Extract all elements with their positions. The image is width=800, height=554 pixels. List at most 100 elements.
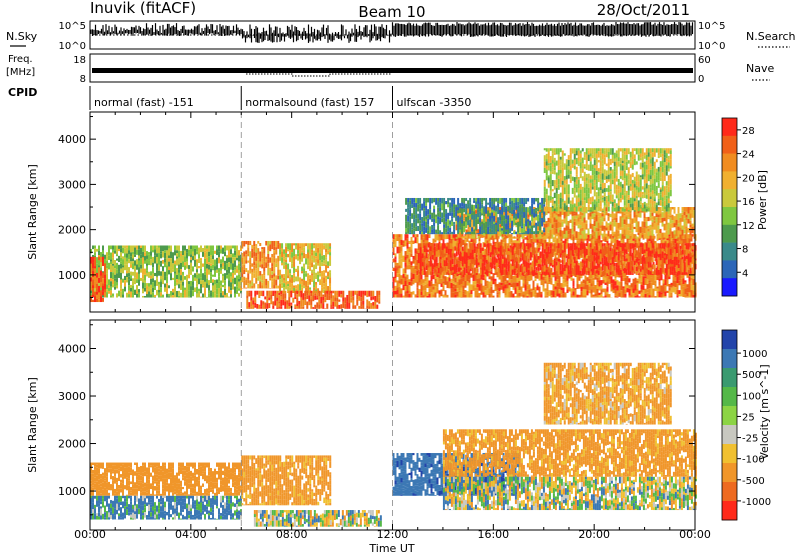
- heatmap-cell: [477, 256, 480, 263]
- heatmap-cell: [234, 245, 236, 251]
- heatmap-cell: [497, 243, 500, 248]
- heatmap-cell: [535, 270, 538, 273]
- heatmap-cell: [96, 294, 98, 299]
- heatmap-cell: [160, 251, 162, 254]
- heatmap-cell: [321, 262, 324, 267]
- heatmap-cell: [661, 258, 664, 263]
- heatmap-cell: [625, 269, 628, 272]
- heatmap-cell: [317, 274, 320, 282]
- heatmap-cell: [573, 243, 576, 248]
- heatmap-cell: [114, 265, 116, 269]
- heatmap-cell: [521, 256, 524, 261]
- heatmap-cell: [605, 253, 608, 258]
- heatmap-cell: [317, 243, 320, 248]
- heatmap-cell: [286, 300, 289, 305]
- heatmap-cell: [542, 239, 545, 246]
- heatmap-cell: [271, 266, 274, 272]
- heatmap-cell: [432, 289, 435, 295]
- heatmap-cell: [511, 250, 514, 256]
- heatmap-cell: [243, 276, 246, 281]
- heatmap-cell: [206, 251, 208, 258]
- heatmap-cell: [632, 248, 635, 254]
- heatmap-cell: [566, 289, 569, 293]
- heatmap-cell: [441, 250, 444, 255]
- heatmap-cell: [674, 277, 677, 281]
- heatmap-cell: [226, 269, 228, 273]
- heatmap-cell: [610, 236, 613, 242]
- heatmap-cell: [241, 266, 244, 274]
- heatmap-cell: [535, 247, 538, 254]
- heatmap-cell: [420, 291, 423, 296]
- heatmap-cell: [602, 238, 605, 242]
- heatmap-cell: [364, 290, 367, 296]
- heatmap-cell: [543, 243, 546, 250]
- heatmap-cell: [581, 243, 584, 249]
- heatmap-cell: [218, 251, 220, 258]
- heatmap-cell: [541, 247, 544, 254]
- heatmap-cell: [499, 249, 502, 256]
- heatmap-cell: [559, 227, 562, 230]
- heatmap-cell: [172, 256, 174, 264]
- heatmap-cell: [450, 278, 453, 283]
- heatmap-cell: [581, 215, 584, 222]
- heatmap-cell: [462, 291, 465, 294]
- heatmap-cell: [680, 240, 683, 246]
- heatmap-cell: [534, 294, 537, 298]
- heatmap-cell: [587, 271, 590, 274]
- heatmap-cell: [551, 212, 554, 218]
- heatmap-cell: [291, 263, 294, 269]
- heatmap-cell: [202, 251, 204, 257]
- heatmap-cell: [468, 240, 471, 247]
- heatmap-cell: [224, 251, 226, 257]
- heatmap-cell: [416, 290, 419, 296]
- heatmap-cell: [480, 288, 483, 295]
- heatmap-cell: [240, 245, 242, 252]
- heatmap-cell: [494, 278, 497, 282]
- heatmap-cell: [452, 275, 455, 279]
- heatmap-cell: [624, 277, 627, 285]
- heatmap-cell: [297, 243, 300, 251]
- heatmap-cell: [146, 255, 148, 259]
- heatmap-cell: [633, 271, 636, 274]
- heatmap-cell: [594, 276, 597, 280]
- heatmap-cell: [192, 251, 194, 257]
- heatmap-cell: [486, 238, 489, 241]
- heatmap-cell: [253, 270, 256, 274]
- heatmap-cell: [214, 293, 216, 298]
- heatmap-cell: [455, 259, 458, 264]
- heatmap-cell: [661, 243, 664, 249]
- heatmap-cell: [451, 251, 454, 254]
- heatmap-cell: [680, 282, 683, 290]
- heatmap-cell: [474, 288, 477, 291]
- heatmap-cell: [206, 268, 208, 276]
- heatmap-cell: [485, 235, 488, 239]
- heatmap-cell: [250, 290, 253, 297]
- heatmap-cell: [360, 297, 363, 302]
- heatmap-cell: [545, 220, 548, 224]
- heatmap-cell: [680, 289, 683, 297]
- heatmap-cell: [273, 262, 276, 269]
- heatmap-cell: [160, 263, 162, 267]
- heatmap-cell: [370, 303, 373, 309]
- heatmap-cell: [410, 265, 413, 268]
- heatmap-cell: [431, 271, 434, 275]
- heatmap-cell: [312, 295, 315, 302]
- heatmap-cell: [188, 283, 190, 291]
- heatmap-cell: [168, 245, 170, 249]
- heatmap-cell: [466, 281, 469, 286]
- heatmap-cell: [517, 235, 520, 239]
- heatmap-cell: [216, 288, 218, 295]
- heatmap-cell: [301, 250, 304, 253]
- heatmap-cell: [142, 278, 144, 283]
- heatmap-cell: [398, 273, 401, 281]
- heatmap-cell: [202, 293, 204, 298]
- heatmap-cell: [521, 272, 524, 275]
- heatmap-cell: [448, 281, 451, 289]
- heatmap-cell: [102, 250, 104, 254]
- heatmap-cell: [631, 266, 634, 271]
- heatmap-cell: [626, 275, 629, 283]
- heatmap-cell: [269, 244, 272, 252]
- heatmap-cell: [546, 284, 549, 292]
- heatmap-cell: [533, 264, 536, 270]
- heatmap-cell: [196, 286, 198, 294]
